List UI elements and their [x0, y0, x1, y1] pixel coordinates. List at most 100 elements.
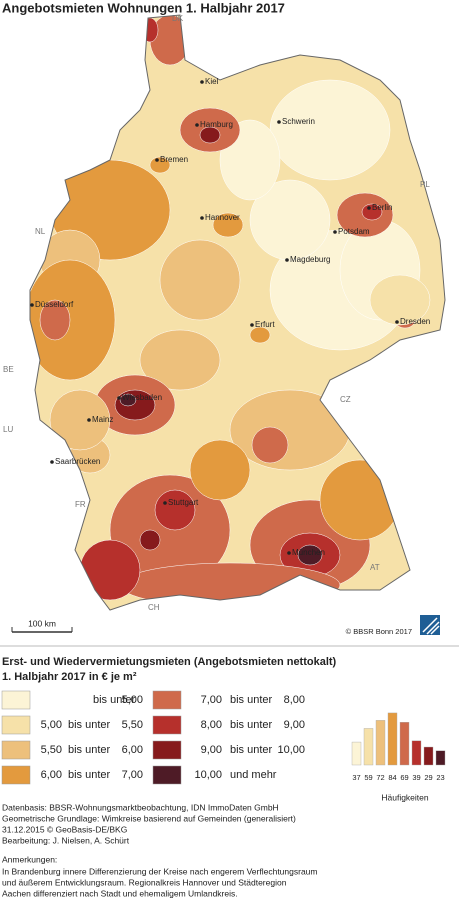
city-dot	[250, 323, 254, 327]
region	[79, 539, 141, 601]
region	[249, 179, 331, 261]
country-label: PL	[420, 180, 430, 189]
city-label: Schwerin	[282, 117, 315, 126]
notes-title: Anmerkungen:	[2, 854, 57, 864]
city-label: Hannover	[205, 213, 240, 222]
region	[199, 126, 221, 144]
legend-swatch	[152, 690, 182, 710]
histogram: 37 59 72 84 69 39 29 23	[351, 712, 446, 782]
country-label: NL	[35, 227, 46, 236]
city-dot	[163, 501, 167, 505]
city-dot	[200, 80, 204, 84]
city-dot	[50, 460, 54, 464]
legend-label: bis unter	[230, 744, 273, 756]
city-dot	[287, 551, 291, 555]
histogram-value-label: 29	[424, 773, 432, 782]
region	[297, 544, 323, 566]
histogram-bar	[387, 712, 398, 766]
legend-label: 5,00	[122, 694, 143, 706]
title: Angebotsmieten Wohnungen 1. Halbjahr 201…	[2, 0, 285, 15]
histogram-value-label: 23	[436, 773, 444, 782]
region	[39, 299, 71, 341]
city-label: Wiesbaden	[122, 393, 162, 402]
region	[212, 212, 244, 238]
copyright: © BBSR Bonn 2017	[346, 627, 412, 636]
legend-swatch	[152, 765, 182, 785]
city-dot	[117, 396, 121, 400]
country-label: AT	[370, 563, 380, 572]
map-regions	[30, 15, 445, 610]
legend-label: 8,00	[201, 719, 222, 731]
region	[369, 274, 431, 326]
logo	[420, 615, 440, 635]
city-dot	[195, 123, 199, 127]
legend-label: 8,00	[284, 694, 305, 706]
legend-swatch	[1, 715, 31, 735]
region	[119, 562, 341, 608]
note-line: und äußerem Entwicklungsraum. Regionalkr…	[2, 877, 287, 887]
note-line: In Brandenburg innere Differenzierung de…	[2, 866, 317, 876]
country-label: LU	[3, 425, 13, 434]
histogram-value-label: 69	[400, 773, 408, 782]
legend-label: 10,00	[194, 769, 222, 781]
region	[141, 17, 159, 43]
city-label: Berlin	[372, 203, 392, 212]
legend-label: 5,50	[41, 744, 62, 756]
legend-label: bis unter	[230, 719, 273, 731]
region	[49, 389, 111, 451]
region	[269, 79, 391, 181]
histogram-value-label: 72	[376, 773, 384, 782]
histogram-value-label: 39	[412, 773, 420, 782]
histogram-bar	[363, 728, 374, 766]
region	[154, 489, 196, 531]
country-outline	[29, 14, 446, 611]
histogram-bar	[423, 746, 434, 766]
country-label: DK	[172, 14, 184, 23]
city-dot	[155, 158, 159, 162]
city-label: Potsdam	[338, 227, 370, 236]
source-line: Datenbasis: BBSR-Wohnungsmarktbeobachtun…	[2, 802, 279, 812]
histogram-value-label: 37	[352, 773, 360, 782]
region	[119, 393, 137, 407]
legend-label: bis unter	[230, 694, 273, 706]
city-dot	[277, 120, 281, 124]
region	[229, 389, 351, 471]
legend-swatch	[1, 740, 31, 760]
city-dot	[285, 258, 289, 262]
legend-label: 7,00	[201, 694, 222, 706]
city-label: Erfurt	[255, 320, 275, 329]
legend-title: 1. Halbjahr 2017 in € je m²	[2, 671, 137, 683]
legend-label: und mehr	[230, 769, 277, 781]
city-label: Mainz	[92, 415, 113, 424]
histogram-value-label: 59	[364, 773, 372, 782]
source-line: Geometrische Grundlage: Wimkreise basier…	[2, 813, 296, 823]
histogram-title: Häufigkeiten	[381, 792, 429, 802]
region	[139, 329, 221, 391]
legend-label: 7,00	[122, 769, 143, 781]
histogram-bar	[375, 720, 386, 766]
city-dot	[333, 230, 337, 234]
legend-swatch	[152, 740, 182, 760]
city-dot	[87, 418, 91, 422]
city-label: Dresden	[400, 317, 430, 326]
city-label: Saarbrücken	[55, 457, 100, 466]
legend-label: 9,00	[284, 719, 305, 731]
legend-label: bis unter	[93, 694, 136, 706]
country-label: FR	[75, 500, 86, 509]
region	[249, 326, 271, 344]
region	[189, 439, 251, 501]
city-dot	[395, 320, 399, 324]
city-label: Bremen	[160, 155, 188, 164]
scale-label: 100 km	[28, 618, 56, 628]
histogram-bar	[411, 740, 422, 766]
region	[149, 156, 171, 174]
region	[159, 239, 241, 321]
legend-swatch	[152, 715, 182, 735]
note-line: Aachen differenziert nach Stadt und ehem…	[2, 888, 238, 898]
city-label: Kiel	[205, 77, 219, 86]
legend-label: 10,00	[277, 744, 305, 756]
legend-label: 6,00	[41, 769, 62, 781]
country-label: BE	[3, 365, 14, 374]
